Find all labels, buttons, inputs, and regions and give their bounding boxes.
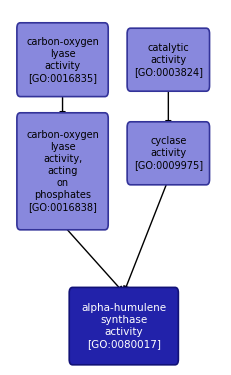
FancyBboxPatch shape bbox=[127, 28, 209, 91]
FancyBboxPatch shape bbox=[69, 287, 178, 365]
FancyBboxPatch shape bbox=[17, 113, 108, 230]
Text: carbon-oxygen
lyase
activity
[GO:0016835]: carbon-oxygen lyase activity [GO:0016835… bbox=[26, 37, 99, 83]
FancyBboxPatch shape bbox=[127, 122, 209, 185]
Text: alpha-humulene
synthase
activity
[GO:0080017]: alpha-humulene synthase activity [GO:008… bbox=[81, 303, 166, 349]
Text: carbon-oxygen
lyase
activity,
acting
on
phosphates
[GO:0016838]: carbon-oxygen lyase activity, acting on … bbox=[26, 130, 99, 212]
FancyBboxPatch shape bbox=[17, 23, 108, 97]
Text: cyclase
activity
[GO:0009975]: cyclase activity [GO:0009975] bbox=[133, 136, 202, 170]
Text: catalytic
activity
[GO:0003824]: catalytic activity [GO:0003824] bbox=[133, 43, 202, 77]
